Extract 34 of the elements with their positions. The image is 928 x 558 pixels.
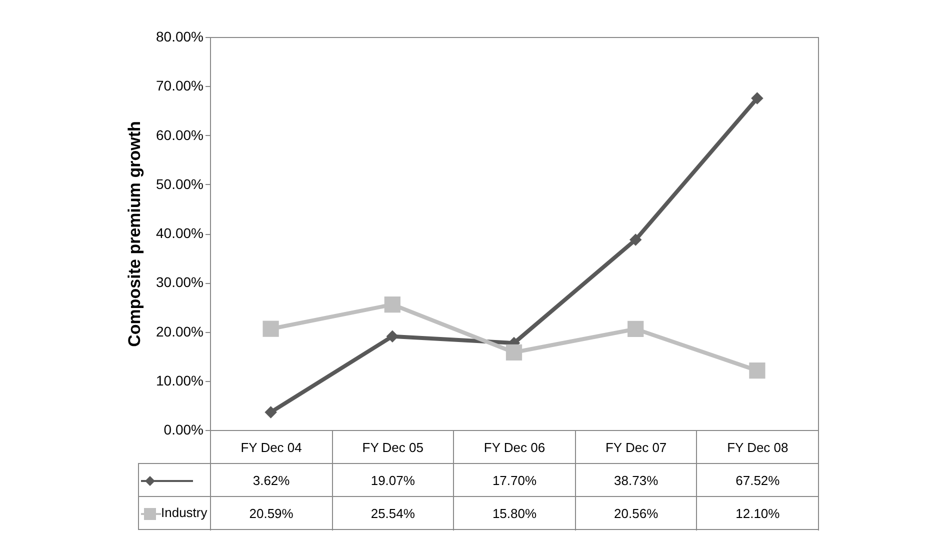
- data-label: 15.80%: [454, 496, 576, 530]
- point: [384, 296, 400, 313]
- x-tick-label: FY Dec 07: [575, 430, 697, 464]
- point: [506, 344, 522, 360]
- x-tick-label: FY Dec 06: [454, 430, 576, 464]
- data-label: 25.54%: [332, 496, 454, 530]
- x-tick-label: FY Dec 08: [696, 430, 818, 464]
- y-tick-label: 30.00%: [156, 274, 204, 290]
- x-tick-label: FY Dec 05: [332, 430, 454, 464]
- data-label: 19.07%: [332, 464, 454, 496]
- y-tick-label: 60.00%: [156, 126, 204, 143]
- point: [628, 320, 644, 338]
- y-tick-label: 10.00%: [156, 372, 204, 388]
- data-label: 20.56%: [575, 496, 697, 530]
- point: [264, 406, 277, 418]
- data-label: 67.52%: [696, 464, 818, 496]
- data-label: 12.10%: [696, 496, 818, 530]
- y-tick-label: 70.00%: [156, 78, 204, 94]
- point: [629, 234, 642, 246]
- y-tick-label: 0.00%: [164, 422, 204, 438]
- point: [262, 320, 279, 337]
- y-tick-label: 50.00%: [156, 176, 204, 192]
- x-tick-label: FY Dec 04: [210, 430, 332, 464]
- point: [749, 362, 766, 379]
- legend-label: Industry: [161, 505, 208, 520]
- data-label: 20.59%: [210, 496, 332, 530]
- y-tick-label: 20.00%: [156, 323, 204, 340]
- data-label: 17.70%: [454, 464, 576, 496]
- y-tick-label: 40.00%: [156, 225, 204, 241]
- data-label: 38.73%: [575, 464, 697, 496]
- y-tick-label: 80.00%: [156, 28, 204, 44]
- data-label: 3.62%: [210, 464, 332, 496]
- point: [751, 92, 764, 104]
- y-axis-title: Composite premium growth: [125, 121, 144, 347]
